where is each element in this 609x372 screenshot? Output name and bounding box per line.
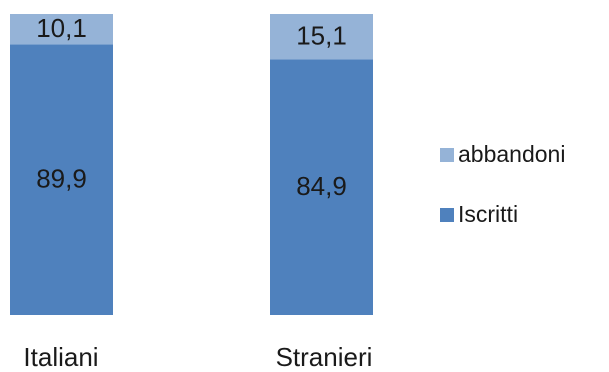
data-label-abbandoni-stranieri: 15,1: [296, 21, 347, 51]
legend-label-iscritti: Iscritti: [458, 201, 518, 227]
bar-abbandoni-stranieri: [270, 14, 373, 60]
data-label-iscritti-stranieri: 84,9: [296, 171, 347, 201]
bar-iscritti-stranieri: [270, 59, 373, 315]
category-labels: Italiani Stranieri: [23, 342, 372, 372]
legend: abbandoni Iscritti: [440, 141, 565, 227]
bar-abbandoni-italiani: [10, 14, 113, 45]
category-label-stranieri: Stranieri: [276, 342, 373, 372]
category-label-italiani: Italiani: [23, 342, 98, 372]
legend-swatch-abbandoni: [440, 148, 454, 162]
legend-swatch-iscritti: [440, 208, 454, 222]
bar-iscritti-italiani: [10, 44, 113, 315]
legend-label-abbandoni: abbandoni: [458, 141, 565, 167]
data-label-abbandoni-italiani: 10,1: [36, 13, 87, 43]
data-label-iscritti-italiani: 89,9: [36, 164, 87, 194]
bars-group: 89,9 10,1 84,9 15,1: [10, 13, 373, 315]
